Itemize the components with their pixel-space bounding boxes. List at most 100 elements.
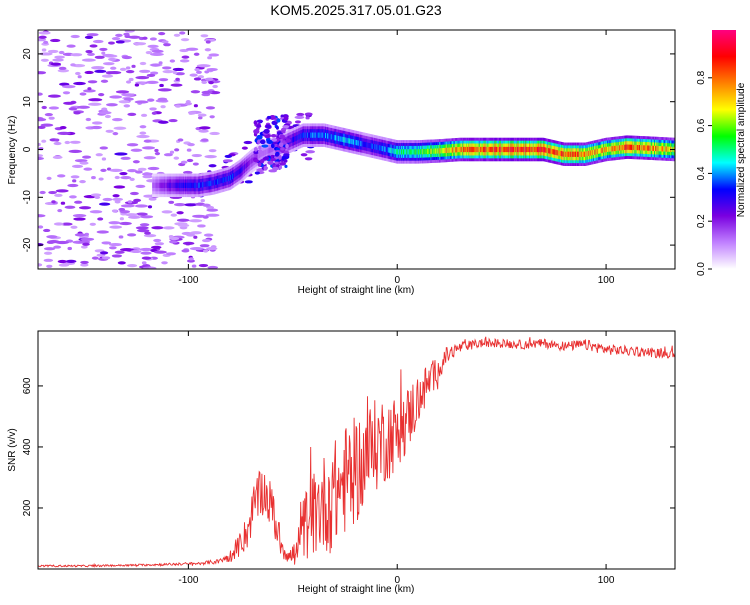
spectrogram-cell	[136, 134, 150, 139]
spectrogram-cell	[568, 151, 571, 157]
spectrogram-cell	[662, 146, 665, 152]
spectrogram-cell	[203, 233, 214, 237]
spectrogram-cell	[114, 175, 120, 180]
spectrogram-cell	[175, 77, 180, 81]
spectrogram-cell	[235, 171, 238, 177]
spectrogram-cell	[102, 53, 115, 58]
spectrogram-cell	[44, 113, 53, 117]
spectrogram-cell	[488, 146, 491, 153]
spectrogram-cell	[434, 148, 436, 154]
spectrogram-cell	[89, 210, 103, 214]
spectrogram-cell	[257, 162, 262, 167]
spectrogram-cell	[111, 254, 123, 258]
spectrogram-cell	[263, 150, 265, 156]
spectrogram-cell	[527, 146, 529, 153]
spectrogram-cell	[204, 181, 207, 187]
spectrogram-cell	[667, 146, 669, 152]
spectrogram-cell	[233, 172, 236, 178]
spectrogram-cell	[413, 149, 416, 155]
spectrogram-cell	[203, 181, 206, 188]
spectrogram-cell	[231, 174, 233, 180]
spectrogram-cell	[115, 90, 130, 94]
spectrogram-cell	[297, 134, 300, 140]
spectrogram-cell	[284, 164, 288, 169]
spectrogram-cell	[601, 147, 604, 154]
spectrogram-cell	[82, 242, 90, 246]
x-tick-label: 100	[598, 575, 615, 586]
spectrogram-cell	[60, 201, 66, 205]
spectrogram-cell	[274, 153, 279, 157]
spectrogram-cell	[90, 125, 103, 130]
spectrogram-cell	[314, 132, 317, 138]
spectrogram-cell	[51, 200, 56, 204]
spectrogram-cell	[526, 146, 528, 153]
spectrogram-cell	[304, 112, 313, 116]
spectrogram-cell	[47, 49, 59, 54]
spectrogram-cell	[382, 146, 385, 152]
spectrogram-cell	[180, 182, 182, 188]
spectrogram-cell	[178, 182, 181, 188]
y-tick-label: 0	[22, 146, 33, 152]
spectrogram-cell	[200, 182, 202, 188]
spectrogram-cell	[529, 146, 532, 153]
spectrogram-cell	[605, 146, 607, 153]
spectrogram-cell	[655, 145, 658, 152]
spectrogram-cell	[261, 151, 263, 157]
spectrogram-cell	[168, 235, 174, 239]
spectrogram-cell	[271, 138, 278, 142]
spectrogram-cell	[206, 181, 209, 187]
spectrogram-cell	[154, 182, 157, 188]
spectrogram-cell	[148, 197, 157, 201]
spectrogram-cell	[437, 148, 440, 154]
spectrogram-cell	[170, 83, 183, 87]
spectrogram-cell	[124, 30, 135, 33]
spectrogram-cell	[236, 170, 239, 176]
spectrogram-cell	[79, 180, 86, 184]
spectrogram-cell	[173, 203, 186, 207]
spectrogram-cell	[74, 200, 83, 204]
spectrogram-cell	[168, 118, 178, 123]
spectrogram-cell	[281, 130, 286, 134]
spectrogram-cell	[154, 182, 156, 188]
spectrogram-cell	[623, 144, 626, 151]
spectrogram-cell	[55, 189, 69, 193]
spectrogram-cell	[409, 149, 412, 155]
spectrogram-cell	[125, 80, 132, 84]
spectrogram-cell	[389, 147, 392, 154]
spectrogram-cell	[514, 146, 516, 153]
spectrogram-cell	[660, 146, 663, 152]
spectrogram-cell	[52, 58, 64, 62]
spectrogram-cell	[48, 116, 55, 120]
spectrogram-cell	[216, 179, 218, 185]
spectrogram-cell	[212, 84, 218, 89]
spectrogram-cell	[512, 146, 514, 153]
spectrogram-cell	[48, 190, 57, 195]
spectrogram-cell	[563, 151, 566, 157]
spectrogram-cell	[78, 206, 92, 210]
spectrogram-cell	[353, 139, 355, 145]
spectrogram-cell	[299, 133, 302, 140]
spectrogram-cell	[54, 138, 60, 142]
spectrogram-cell	[88, 98, 103, 102]
spectrogram-cell	[147, 98, 155, 102]
spectrogram-cell	[253, 159, 260, 163]
spectrogram-cell	[269, 115, 276, 120]
spectrogram-cell	[439, 148, 442, 154]
spectrogram-cell	[142, 146, 156, 150]
spectrogram-cell	[126, 233, 137, 237]
spectrogram-cell	[248, 160, 250, 167]
spectrogram-cell	[266, 115, 272, 120]
spectrogram-cell	[58, 66, 67, 70]
spectrogram-cell	[193, 182, 196, 188]
spectrogram-cell	[209, 131, 220, 136]
spectrogram-cell	[278, 154, 282, 160]
spectrogram-cell	[573, 151, 575, 157]
spectrogram-cell	[271, 120, 278, 126]
spectrogram-cell	[133, 198, 142, 202]
spectrogram-cell	[46, 176, 52, 180]
spectrogram-cell	[256, 119, 264, 123]
spectrogram-cell	[388, 147, 390, 153]
spectrogram-cell	[587, 151, 589, 157]
spectrogram-cell	[87, 52, 95, 56]
spectrogram-cell	[531, 146, 534, 153]
